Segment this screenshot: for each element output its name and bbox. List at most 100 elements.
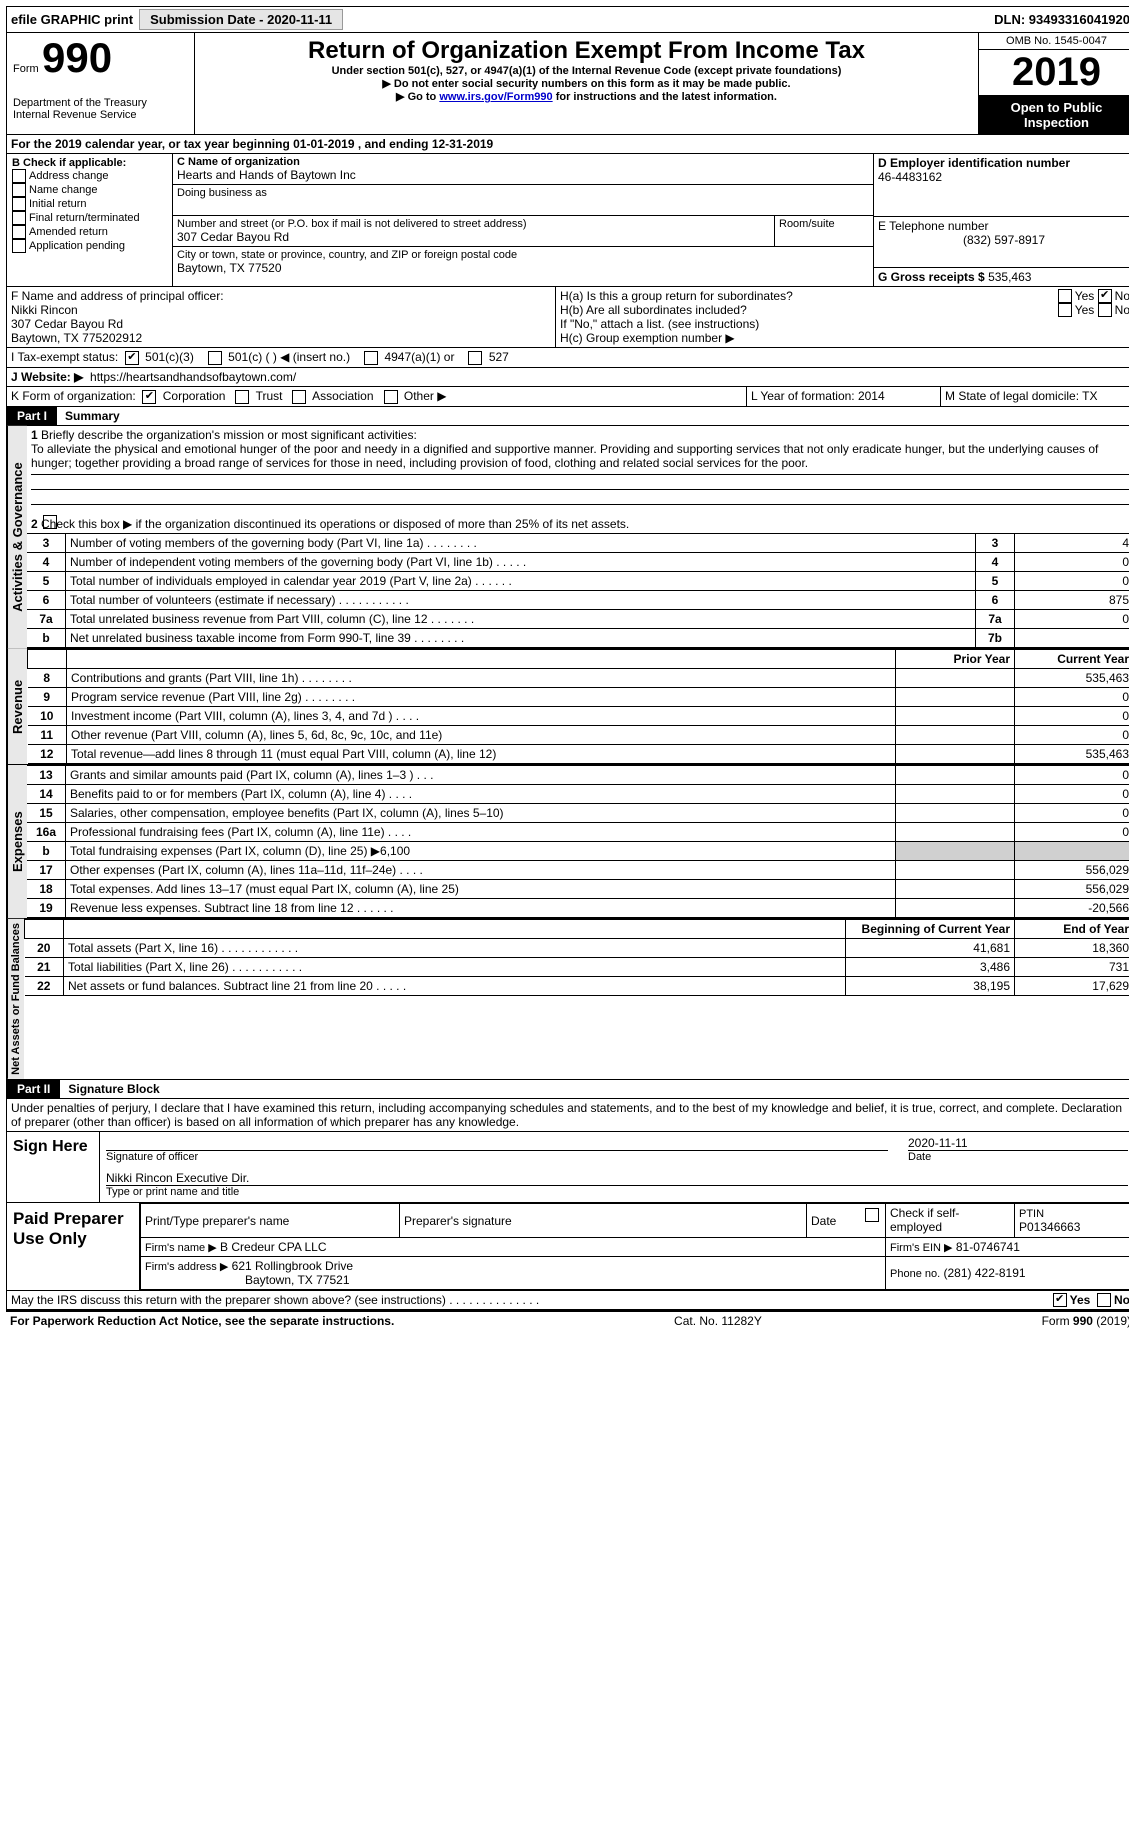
subtitle-2: ▶ Do not enter social security numbers o… <box>201 77 972 90</box>
b-checkbox[interactable] <box>12 169 26 183</box>
revenue-block: Revenue Prior YearCurrent Year 8Contribu… <box>6 649 1129 765</box>
i-checkbox[interactable] <box>208 351 222 365</box>
prep-sig-h: Preparer's signature <box>400 1204 807 1238</box>
block-fh: F Name and address of principal officer:… <box>6 287 1129 348</box>
efile-topbar: efile GRAPHIC print Submission Date - 20… <box>6 6 1129 33</box>
subtitle-1: Under section 501(c), 527, or 4947(a)(1)… <box>201 65 972 77</box>
gov-row: 4Number of independent voting members of… <box>27 553 1129 572</box>
net-assets-table: Beginning of Current YearEnd of Year 20T… <box>24 919 1129 996</box>
b-item: Application pending <box>12 239 167 253</box>
line-a: For the 2019 calendar year, or tax year … <box>6 135 1129 154</box>
k-checkbox[interactable] <box>235 390 249 404</box>
boc-h: Beginning of Current Year <box>846 920 1015 939</box>
may-yes-checkbox[interactable] <box>1053 1293 1067 1307</box>
b-checkbox[interactable] <box>12 197 26 211</box>
i-checkbox[interactable] <box>125 351 139 365</box>
b-checkbox[interactable] <box>12 239 26 253</box>
i-opt: 527 <box>468 350 508 365</box>
current-year-h: Current Year <box>1015 650 1129 669</box>
fin-row: 11Other revenue (Part VIII, column (A), … <box>28 726 1129 745</box>
b-item: Name change <box>12 183 167 197</box>
fin-row: 17Other expenses (Part IX, column (A), l… <box>27 861 1129 880</box>
irs-link[interactable]: www.irs.gov/Form990 <box>439 91 552 103</box>
c-name-label: C Name of organization <box>177 156 869 168</box>
k-opt: Other ▶ <box>380 389 453 403</box>
b-item: Amended return <box>12 225 167 239</box>
foot-left: For Paperwork Reduction Act Notice, see … <box>10 1314 394 1328</box>
self-emp-checkbox[interactable] <box>865 1208 879 1222</box>
activities-governance-block: Activities & Governance 1 Briefly descri… <box>6 426 1129 650</box>
ein: 46-4483162 <box>878 170 1129 184</box>
gov-row: 3Number of voting members of the governi… <box>27 534 1129 553</box>
part1-bar: Part I <box>7 407 57 425</box>
fin-row: 12Total revenue—add lines 8 through 11 (… <box>28 745 1129 764</box>
sig-officer-label: Signature of officer <box>106 1151 888 1163</box>
k-checkbox[interactable] <box>384 390 398 404</box>
firm-addr2: Baytown, TX 77521 <box>245 1273 350 1287</box>
b-checkbox[interactable] <box>12 211 26 225</box>
tab-net-assets: Net Assets or Fund Balances <box>7 919 24 1079</box>
hb-yes-checkbox[interactable] <box>1058 303 1072 317</box>
tab-activities: Activities & Governance <box>7 426 27 649</box>
subtitle-3: ▶ Go to www.irs.gov/Form990 for instruct… <box>201 90 972 103</box>
ha-no-checkbox[interactable] <box>1098 289 1112 303</box>
k-opt: Corporation <box>142 389 232 403</box>
mission: To alleviate the physical and emotional … <box>31 442 1098 470</box>
fin-row: 21Total liabilities (Part X, line 26) . … <box>25 958 1129 977</box>
org-name: Hearts and Hands of Baytown Inc <box>177 168 869 182</box>
gov-row: 6Total number of volunteers (estimate if… <box>27 591 1129 610</box>
self-emp-label: Check if self-employed <box>890 1206 959 1234</box>
sig-date: 2020-11-11 <box>908 1136 1128 1150</box>
may-no-checkbox[interactable] <box>1097 1293 1111 1307</box>
b-label: B Check if applicable: <box>12 157 167 169</box>
dba-label: Doing business as <box>177 187 869 199</box>
hb-label: H(b) Are all subordinates included? <box>560 303 1058 317</box>
revenue-table: Prior YearCurrent Year 8Contributions an… <box>27 649 1129 764</box>
b-checkbox[interactable] <box>12 183 26 197</box>
d-label: D Employer identification number <box>878 156 1129 170</box>
prep-name-h: Print/Type preparer's name <box>141 1204 400 1238</box>
k-checkbox[interactable] <box>142 390 156 404</box>
i-opt: 501(c)(3) <box>125 350 194 365</box>
ha-label: H(a) Is this a group return for subordin… <box>560 289 1058 303</box>
ha-yes-checkbox[interactable] <box>1058 289 1072 303</box>
may-q: May the IRS discuss this return with the… <box>11 1293 1053 1307</box>
no-label: No <box>1115 289 1129 303</box>
foot-form-num: 990 <box>1073 1314 1093 1328</box>
gov-row: bNet unrelated business taxable income f… <box>27 629 1129 648</box>
q1: Briefly describe the organization's miss… <box>41 428 417 442</box>
no-label-2: No <box>1115 303 1129 317</box>
hb-no-checkbox[interactable] <box>1098 303 1112 317</box>
b-item: Address change <box>12 169 167 183</box>
typed-label: Type or print name and title <box>106 1186 1128 1198</box>
m-state: M State of legal domicile: TX <box>941 387 1129 406</box>
fin-row: 10Investment income (Part VIII, column (… <box>28 707 1129 726</box>
expenses-table: 13Grants and similar amounts paid (Part … <box>27 765 1129 918</box>
firm-label: Firm's name ▶ <box>145 1242 217 1254</box>
l-year: L Year of formation: 2014 <box>747 387 941 406</box>
q2-checkbox[interactable] <box>43 515 57 529</box>
tax-year: 2019 <box>979 49 1129 96</box>
fin-row: 19Revenue less expenses. Subtract line 1… <box>27 899 1129 918</box>
part1-title: Summary <box>57 407 128 425</box>
fin-row: 18Total expenses. Add lines 13–17 (must … <box>27 880 1129 899</box>
governance-table: 3Number of voting members of the governi… <box>27 533 1129 648</box>
i-checkbox[interactable] <box>364 351 378 365</box>
ein-label: Firm's EIN ▶ <box>890 1242 953 1254</box>
k-checkbox[interactable] <box>292 390 306 404</box>
fin-row: bTotal fundraising expenses (Part IX, co… <box>27 842 1129 861</box>
q2-text: Check this box ▶ if the organization dis… <box>41 517 629 531</box>
i-checkbox[interactable] <box>468 351 482 365</box>
b-checkbox[interactable] <box>12 225 26 239</box>
page-footer: For Paperwork Reduction Act Notice, see … <box>6 1310 1129 1330</box>
fin-row: 15Salaries, other compensation, employee… <box>27 804 1129 823</box>
q2: Check this box ▶ if the organization dis… <box>41 517 629 531</box>
i-opt: 501(c) ( ) ◀ (insert no.) <box>208 350 350 365</box>
b-item: Initial return <box>12 197 167 211</box>
form-990-page: efile GRAPHIC print Submission Date - 20… <box>0 0 1129 1336</box>
tab-revenue: Revenue <box>7 649 27 764</box>
hc-label: H(c) Group exemption number ▶ <box>560 331 1129 345</box>
goto-prefix: ▶ Go to <box>396 91 439 103</box>
dept-treasury: Department of the Treasury <box>13 97 188 109</box>
part2-title: Signature Block <box>60 1080 167 1098</box>
